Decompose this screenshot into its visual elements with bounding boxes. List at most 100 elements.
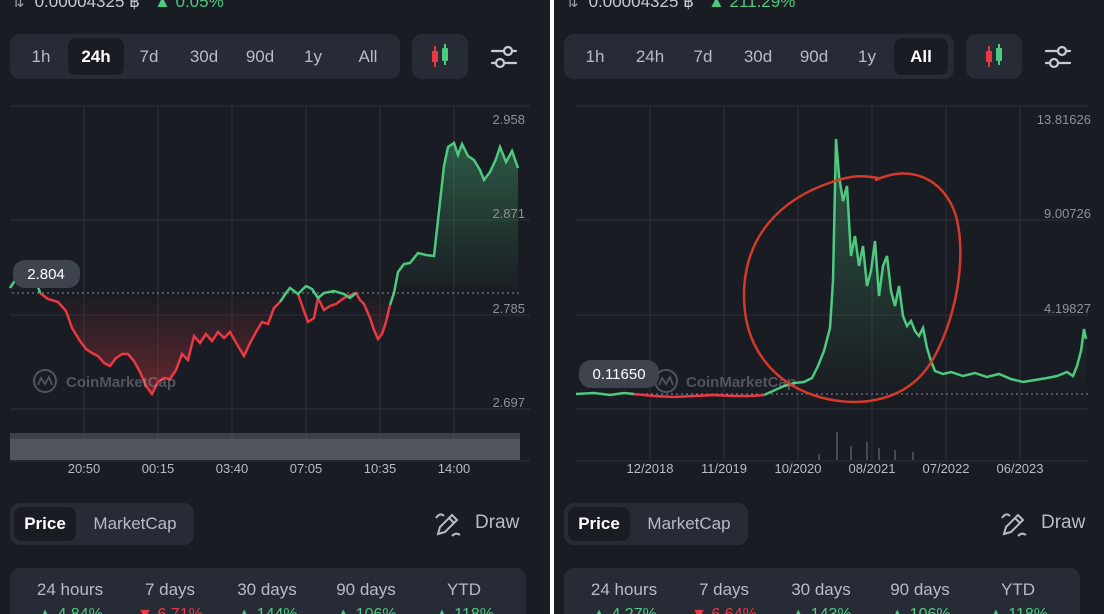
area-fill-below	[40, 293, 394, 394]
y-tick-label: 2.697	[492, 395, 525, 410]
perf-label: 7 days	[144, 580, 196, 599]
price-line-early	[575, 391, 635, 397]
price-change: ▲ 211.29%	[707, 0, 796, 11]
start-price-badge: 2.804	[13, 260, 80, 288]
tab-all[interactable]: All	[358, 47, 378, 66]
draw-pencil-icon	[435, 513, 461, 537]
y-tick-label: 4.19827	[1044, 301, 1091, 316]
perf-value: ▼ 6.64%	[674, 606, 774, 614]
marketcap-toggle-button[interactable]: MarketCap	[647, 514, 731, 533]
chart-type-toggle: Price MarketCap	[564, 503, 748, 545]
start-price-label: 0.11650	[592, 366, 645, 383]
x-tick-label: 00:15	[142, 461, 175, 476]
swap-arrows-icon[interactable]: ⇅	[566, 0, 579, 11]
watermark: CoinMarketCap	[686, 374, 796, 391]
chart-panel-all: ⇅ 0.00004325 ฿ ▲ 211.29% 1h 24h 7d 30d 90d…	[554, 0, 1104, 614]
timeframe-tabs: 1h 24h 7d 30d 90d 1y All	[564, 34, 954, 79]
perf-30d: 30 days ▲ 143%	[771, 580, 871, 614]
x-tick-label: 08/2021	[849, 461, 896, 476]
swap-arrows-icon[interactable]: ⇅	[12, 0, 25, 11]
marketcap-toggle-button[interactable]: MarketCap	[93, 514, 177, 533]
perf-value: ▼ 6.71%	[120, 606, 220, 614]
perf-label: 90 days	[336, 580, 396, 599]
perf-90d: 90 days ▲ 106%	[316, 580, 416, 614]
price-chart[interactable]: CoinMarketCap 2.804 2.958 2.871 2.785 2.…	[0, 96, 550, 481]
btc-price: 0.00004325 ฿	[34, 0, 140, 11]
chart-settings-button[interactable]	[484, 40, 524, 74]
price-header: ⇅ 0.00004325 ฿ ▲ 0.05%	[12, 0, 224, 12]
perf-label: 24 hours	[36, 580, 104, 599]
price-toggle-button[interactable]: Price	[14, 507, 76, 541]
price-toggle-button[interactable]: Price	[568, 507, 630, 541]
tab-90d[interactable]: 90d	[245, 47, 275, 66]
price-change: ▲ 0.05%	[153, 0, 224, 11]
perf-90d: 90 days ▲ 106%	[870, 580, 970, 614]
draw-button[interactable]: Draw	[432, 508, 519, 540]
perf-ytd: YTD ▲ 118%	[968, 580, 1068, 614]
start-price-badge: 0.11650	[579, 360, 659, 388]
candlestick-icon	[432, 44, 448, 67]
draw-button[interactable]: Draw	[998, 508, 1085, 540]
perf-value: ▲ 118%	[414, 606, 514, 614]
start-price-label: 2.804	[27, 266, 65, 283]
perf-value: ▲ 143%	[771, 606, 871, 614]
tab-all[interactable]: All	[894, 38, 948, 75]
x-tick-label: 20:50	[68, 461, 101, 476]
perf-label: 24 hours	[590, 580, 658, 599]
draw-pencil-icon	[1001, 513, 1027, 537]
x-tick-label: 03:40	[216, 461, 249, 476]
candlestick-toggle-button[interactable]	[966, 34, 1022, 79]
tab-1h[interactable]: 1h	[31, 47, 51, 66]
hand-drawn-circle-annotation	[742, 172, 962, 404]
grid-lines	[10, 105, 530, 462]
x-tick-label: 14:00	[438, 461, 471, 476]
tab-1y[interactable]: 1y	[304, 47, 322, 66]
tab-24h[interactable]: 24h	[68, 38, 124, 75]
tab-30d[interactable]: 30d	[743, 47, 773, 66]
draw-label: Draw	[475, 512, 520, 533]
draw-label: Draw	[1041, 512, 1086, 533]
y-tick-label: 2.871	[492, 206, 525, 221]
x-tick-label: 06/2023	[997, 461, 1044, 476]
perf-label: YTD	[447, 580, 481, 599]
perf-label: 90 days	[890, 580, 950, 599]
price-line-bull-run	[763, 138, 1088, 397]
perf-30d: 30 days ▲ 144%	[217, 580, 317, 614]
perf-label: 30 days	[791, 580, 851, 599]
tab-7d[interactable]: 7d	[693, 47, 713, 66]
btc-price: 0.00004325 ฿	[588, 0, 694, 11]
perf-label: YTD	[1001, 580, 1035, 599]
tab-1y[interactable]: 1y	[858, 47, 876, 66]
price-header: ⇅ 0.00004325 ฿ ▲ 211.29%	[566, 0, 795, 12]
perf-24h: 24 hours ▲ 4.27%	[574, 580, 674, 614]
price-line-rally	[388, 140, 520, 306]
x-tick-label: 07/2022	[923, 461, 970, 476]
perf-value: ▲ 118%	[968, 606, 1068, 614]
chart-panel-24h: ⇅ 0.00004325 ฿ ▲ 0.05% 1h 24h 7d 30d 90d 1…	[0, 0, 550, 614]
settings-sliders-icon	[490, 45, 518, 69]
y-tick-label: 9.00726	[1044, 206, 1091, 221]
tab-7d[interactable]: 7d	[139, 47, 159, 66]
volume-bars	[818, 432, 914, 460]
coinmarketcap-logo-icon	[33, 369, 57, 393]
area-fill-above	[764, 139, 1086, 394]
x-tick-label: 12/2018	[627, 461, 674, 476]
tab-30d[interactable]: 30d	[189, 47, 219, 66]
perf-label: 7 days	[698, 580, 750, 599]
perf-value: ▲ 106%	[316, 606, 416, 614]
price-line-mid-down	[296, 291, 392, 342]
candlestick-toggle-button[interactable]	[412, 34, 468, 79]
x-tick-label: 11/2019	[701, 461, 747, 476]
chart-settings-button[interactable]	[1038, 40, 1078, 74]
y-tick-label: 2.785	[492, 301, 525, 316]
tab-1h[interactable]: 1h	[585, 47, 605, 66]
settings-sliders-icon	[1044, 45, 1072, 69]
x-tick-label: 07:05	[290, 461, 323, 476]
perf-value: ▲ 4.84%	[20, 606, 120, 614]
tab-90d[interactable]: 90d	[799, 47, 829, 66]
price-chart[interactable]: CoinMarketCap 0.11650 13.81626 9.00726 4…	[554, 96, 1104, 481]
perf-24h: 24 hours ▲ 4.84%	[20, 580, 120, 614]
tab-24h[interactable]: 24h	[635, 47, 665, 66]
perf-value: ▲ 4.27%	[574, 606, 674, 614]
area-fill-above	[10, 143, 518, 294]
